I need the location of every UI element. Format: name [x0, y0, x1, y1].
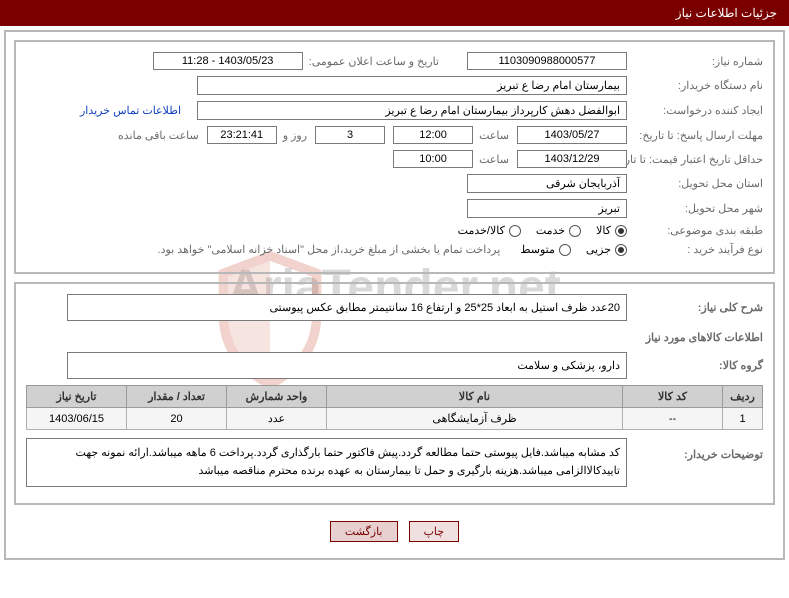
- radio-both-label: کالا/خدمت: [458, 224, 505, 237]
- buyer-org-label: نام دستگاه خریدار:: [633, 79, 763, 92]
- cell-code: --: [623, 408, 723, 430]
- validity-label: حداقل تاریخ اعتبار قیمت: تا تاریخ:: [633, 153, 763, 166]
- requester-field: ابوالفضل دهش کارپرداز بیمارستان امام رضا…: [197, 101, 627, 120]
- radio-partial[interactable]: جزیی: [586, 243, 627, 256]
- announce-field: 1403/05/23 - 11:28: [153, 52, 303, 70]
- radio-medium[interactable]: متوسط: [520, 243, 571, 256]
- main-container: شماره نیاز: 1103090988000577 تاریخ و ساع…: [4, 30, 785, 560]
- time-label-2: ساعت: [479, 153, 509, 166]
- category-radio-group: کالا خدمت کالا/خدمت: [458, 224, 627, 237]
- validity-time-field: 10:00: [393, 150, 473, 168]
- requester-label: ایجاد کننده درخواست:: [633, 104, 763, 117]
- process-radio-group: جزیی متوسط: [520, 243, 627, 256]
- radio-service-label: خدمت: [536, 224, 565, 237]
- days-field: 3: [315, 126, 385, 144]
- summary-label: شرح کلی نیاز:: [633, 301, 763, 314]
- col-code: کد کالا: [623, 386, 723, 408]
- group-value: دارو، پزشکی و سلامت: [67, 352, 627, 379]
- radio-partial-label: جزیی: [586, 243, 611, 256]
- deadline-label: مهلت ارسال پاسخ: تا تاریخ:: [633, 129, 763, 142]
- group-label: گروه کالا:: [633, 359, 763, 372]
- contact-link[interactable]: اطلاعات تماس خریدار: [80, 104, 181, 117]
- days-and-label: روز و: [283, 129, 307, 142]
- buyer-org-field: بیمارستان امام رضا ع تبریز: [197, 76, 627, 95]
- summary-section: شرح کلی نیاز: 20عدد ظرف استیل به ابعاد 2…: [14, 282, 775, 505]
- print-button[interactable]: چاپ: [409, 521, 460, 542]
- button-row: چاپ بازگشت: [14, 513, 775, 550]
- radio-medium-label: متوسط: [520, 243, 555, 256]
- province-field: آذربایجان شرقی: [467, 174, 627, 193]
- deadline-date-field: 1403/05/27: [517, 126, 627, 144]
- city-field: تبریز: [467, 199, 627, 218]
- category-label: طبقه بندی موضوعی:: [633, 224, 763, 237]
- col-row: ردیف: [723, 386, 763, 408]
- details-section: شماره نیاز: 1103090988000577 تاریخ و ساع…: [14, 40, 775, 274]
- validity-date-field: 1403/12/29: [517, 150, 627, 168]
- radio-goods-label: کالا: [596, 224, 611, 237]
- goods-section-title: اطلاعات کالاهای مورد نیاز: [26, 327, 763, 348]
- col-unit: واحد شمارش: [227, 386, 327, 408]
- time-label-1: ساعت: [479, 129, 509, 142]
- need-number-field: 1103090988000577: [467, 52, 627, 70]
- radio-service[interactable]: خدمت: [536, 224, 581, 237]
- table-row: 1 -- ظرف آزمایشگاهی عدد 20 1403/06/15: [27, 408, 763, 430]
- col-date: تاریخ نیاز: [27, 386, 127, 408]
- cell-date: 1403/06/15: [27, 408, 127, 430]
- cell-row: 1: [723, 408, 763, 430]
- need-number-label: شماره نیاز:: [633, 55, 763, 68]
- back-button[interactable]: بازگشت: [330, 521, 398, 542]
- process-label: نوع فرآیند خرید :: [633, 243, 763, 256]
- col-name: نام کالا: [327, 386, 623, 408]
- city-label: شهر محل تحویل:: [633, 202, 763, 215]
- buyer-notes-text: کد مشابه میباشد.فایل پیوستی حتما مطالعه …: [26, 438, 627, 487]
- col-qty: تعداد / مقدار: [127, 386, 227, 408]
- province-label: استان محل تحویل:: [633, 177, 763, 190]
- cell-unit: عدد: [227, 408, 327, 430]
- cell-name: ظرف آزمایشگاهی: [327, 408, 623, 430]
- remaining-label: ساعت باقی مانده: [118, 129, 199, 142]
- radio-goods[interactable]: کالا: [596, 224, 627, 237]
- countdown-field: 23:21:41: [207, 126, 277, 144]
- deadline-time-field: 12:00: [393, 126, 473, 144]
- goods-table: ردیف کد کالا نام کالا واحد شمارش تعداد /…: [26, 385, 763, 430]
- cell-qty: 20: [127, 408, 227, 430]
- page-title: جزئیات اطلاعات نیاز: [676, 6, 777, 20]
- page-header: جزئیات اطلاعات نیاز: [0, 0, 789, 26]
- summary-text: 20عدد ظرف استیل به ابعاد 25*25 و ارتفاع …: [67, 294, 627, 321]
- radio-both[interactable]: کالا/خدمت: [458, 224, 521, 237]
- process-note: پرداخت تمام یا بخشی از مبلغ خرید،از محل …: [158, 243, 501, 256]
- buyer-notes-label: توضیحات خریدار:: [633, 438, 763, 461]
- announce-label: تاریخ و ساعت اعلان عمومی:: [309, 55, 439, 68]
